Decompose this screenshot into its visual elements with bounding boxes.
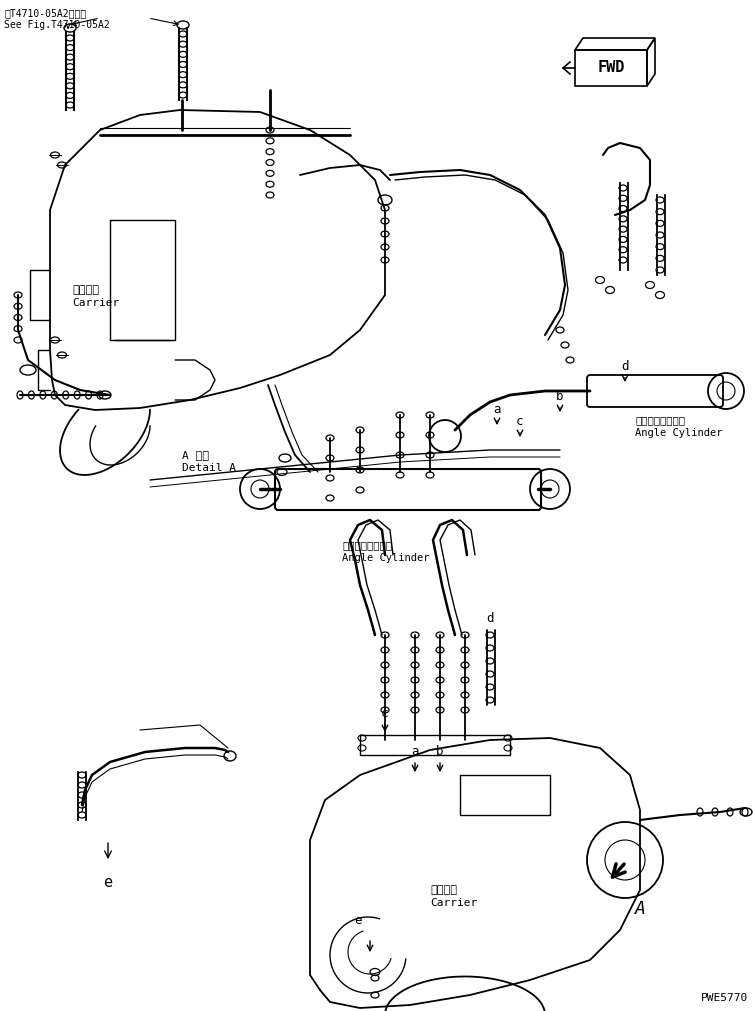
Text: FWD: FWD bbox=[597, 61, 625, 76]
Text: e: e bbox=[103, 875, 112, 890]
Text: Detail A: Detail A bbox=[182, 463, 236, 473]
Text: Carrier: Carrier bbox=[430, 898, 477, 908]
Text: b: b bbox=[436, 745, 444, 758]
Text: a: a bbox=[493, 403, 501, 416]
Text: c: c bbox=[381, 707, 389, 720]
Text: A: A bbox=[635, 900, 645, 918]
Text: See Fig.T4710-05A2: See Fig.T4710-05A2 bbox=[4, 20, 110, 30]
Text: d: d bbox=[621, 360, 629, 373]
Text: キャリヤ: キャリヤ bbox=[430, 885, 457, 895]
Text: e: e bbox=[354, 914, 361, 926]
Text: d: d bbox=[486, 612, 494, 625]
Text: a: a bbox=[411, 745, 419, 758]
Text: 笮T4710-05A2図参照: 笮T4710-05A2図参照 bbox=[4, 8, 87, 18]
Text: Angle Cylinder: Angle Cylinder bbox=[635, 428, 722, 438]
Text: Carrier: Carrier bbox=[72, 298, 119, 308]
Text: PWE5770: PWE5770 bbox=[701, 993, 748, 1003]
Text: A 詳細: A 詳細 bbox=[182, 450, 209, 460]
Text: c: c bbox=[517, 415, 524, 428]
Text: アングルシリンダ: アングルシリンダ bbox=[342, 540, 392, 550]
Text: Angle Cylinder: Angle Cylinder bbox=[342, 553, 429, 563]
Text: アングルシリンダ: アングルシリンダ bbox=[635, 415, 685, 425]
Text: b: b bbox=[556, 390, 564, 403]
Text: キャリヤ: キャリヤ bbox=[72, 285, 99, 295]
